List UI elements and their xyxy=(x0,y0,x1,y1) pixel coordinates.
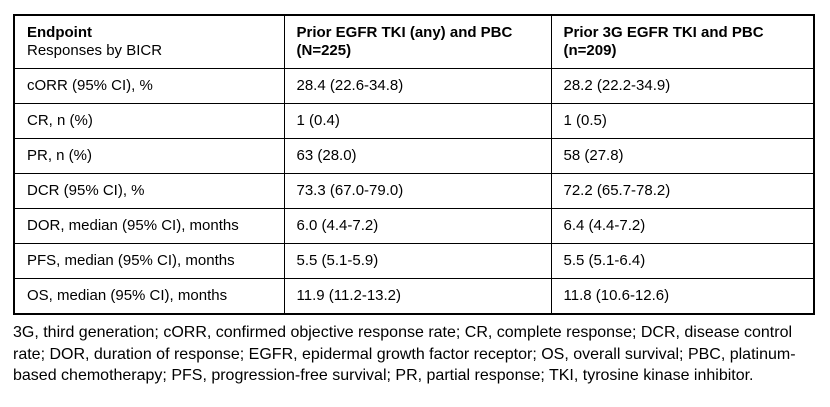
header-arm1-n: (N=225) xyxy=(296,42,352,59)
cell-arm1-value: 5.5 (5.1-5.9) xyxy=(283,243,552,279)
header-arm1-title: Prior EGFR TKI (any) and PBC xyxy=(296,24,513,41)
cell-arm1-value: 28.4 (22.6-34.8) xyxy=(283,68,552,104)
cell-endpoint: PR, n (%) xyxy=(13,138,285,174)
cell-arm2-value: 11.8 (10.6-12.6) xyxy=(550,278,815,315)
header-arm2-n: (n=209) xyxy=(563,42,617,59)
page: Endpoint Responses by BICR Prior EGFR TK… xyxy=(13,14,815,384)
table-row: DCR (95% CI), % 73.3 (67.0-79.0) 72.2 (6… xyxy=(13,173,815,209)
table-row: OS, median (95% CI), months 11.9 (11.2-1… xyxy=(13,278,815,315)
header-arm2-title: Prior 3G EGFR TKI and PBC xyxy=(563,24,764,41)
table-row: cORR (95% CI), % 28.4 (22.6-34.8) 28.2 (… xyxy=(13,68,815,104)
cell-endpoint: OS, median (95% CI), months xyxy=(13,278,285,315)
cell-arm1-value: 63 (28.0) xyxy=(283,138,552,174)
cell-arm2-value: 1 (0.5) xyxy=(550,103,815,139)
cell-endpoint: DCR (95% CI), % xyxy=(13,173,285,209)
header-cell-arm1: Prior EGFR TKI (any) and PBC (N=225) xyxy=(283,14,552,69)
header-endpoint-subtitle: Responses by BICR xyxy=(27,42,163,59)
cell-arm2-value: 72.2 (65.7-78.2) xyxy=(550,173,815,209)
table-row: CR, n (%) 1 (0.4) 1 (0.5) xyxy=(13,103,815,139)
cell-endpoint: cORR (95% CI), % xyxy=(13,68,285,104)
abbreviations-footnote: 3G, third generation; cORR, confirmed ob… xyxy=(13,324,796,384)
table-row: DOR, median (95% CI), months 6.0 (4.4-7.… xyxy=(13,208,815,244)
cell-endpoint: PFS, median (95% CI), months xyxy=(13,243,285,279)
header-endpoint-title: Endpoint xyxy=(27,24,92,41)
results-table: Endpoint Responses by BICR Prior EGFR TK… xyxy=(13,14,815,315)
cell-arm1-value: 73.3 (67.0-79.0) xyxy=(283,173,552,209)
header-cell-endpoint: Endpoint Responses by BICR xyxy=(13,14,285,69)
cell-arm2-value: 58 (27.8) xyxy=(550,138,815,174)
table-row: PFS, median (95% CI), months 5.5 (5.1-5.… xyxy=(13,243,815,279)
cell-arm1-value: 1 (0.4) xyxy=(283,103,552,139)
cell-arm2-value: 5.5 (5.1-6.4) xyxy=(550,243,815,279)
cell-endpoint: CR, n (%) xyxy=(13,103,285,139)
table-row: PR, n (%) 63 (28.0) 58 (27.8) xyxy=(13,138,815,174)
header-cell-arm2: Prior 3G EGFR TKI and PBC (n=209) xyxy=(550,14,815,69)
cell-arm2-value: 28.2 (22.2-34.9) xyxy=(550,68,815,104)
cell-arm2-value: 6.4 (4.4-7.2) xyxy=(550,208,815,244)
cell-arm1-value: 6.0 (4.4-7.2) xyxy=(283,208,552,244)
cell-endpoint: DOR, median (95% CI), months xyxy=(13,208,285,244)
table-header-row: Endpoint Responses by BICR Prior EGFR TK… xyxy=(13,14,815,69)
cell-arm1-value: 11.9 (11.2-13.2) xyxy=(283,278,552,315)
